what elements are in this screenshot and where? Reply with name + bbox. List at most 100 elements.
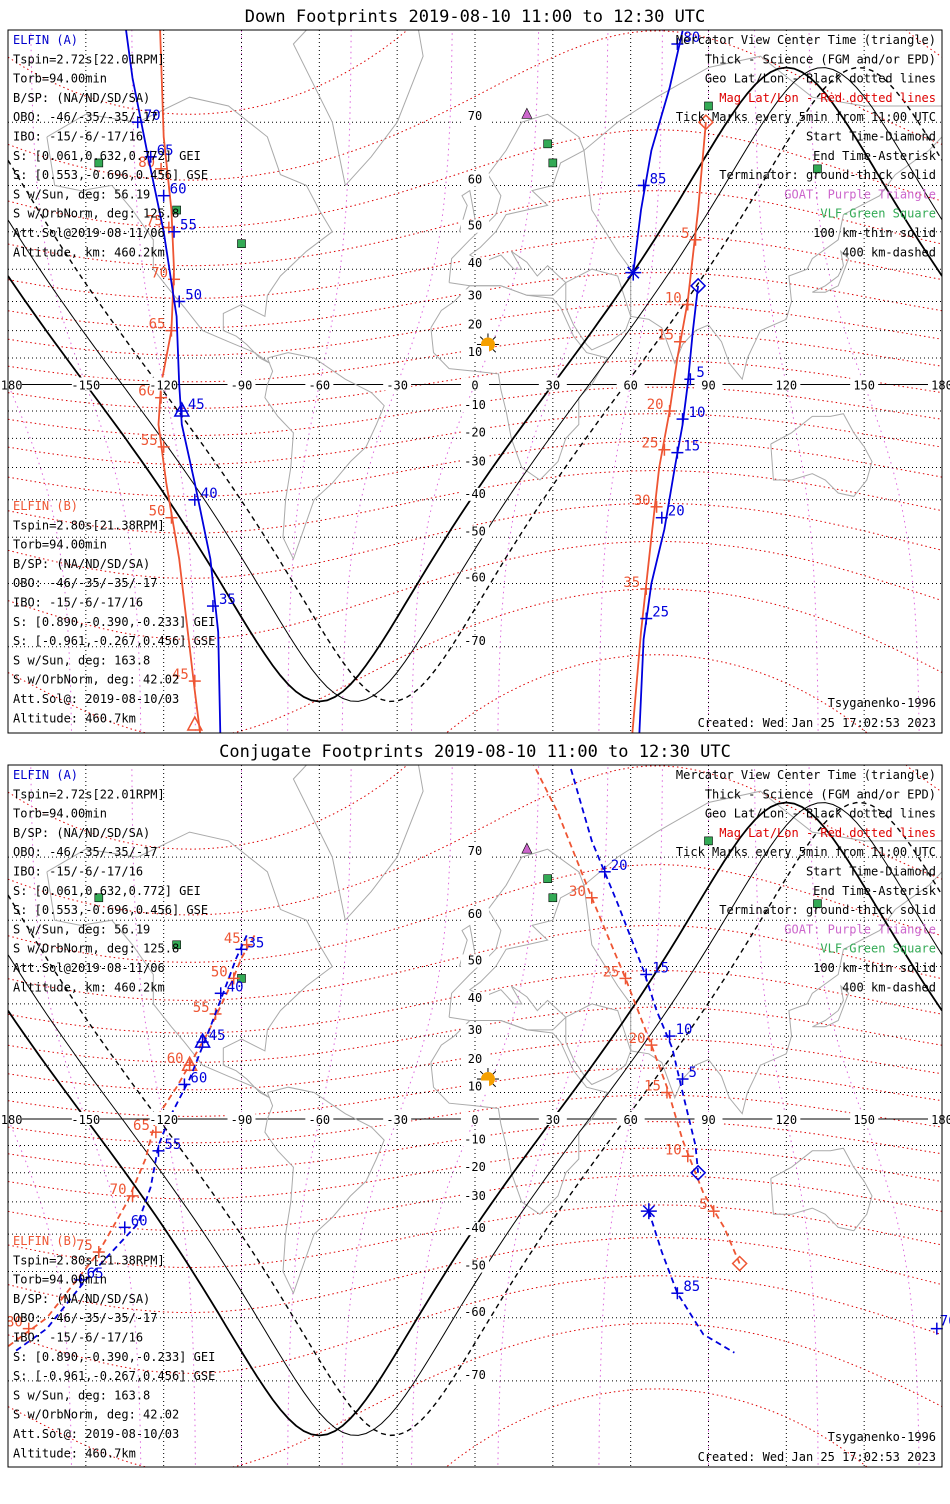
elfin-a-param: OBO: -46/-35/-35/-17 — [13, 110, 158, 124]
lat-tick-label: 30 — [468, 1023, 482, 1037]
tick-label-bg — [461, 1305, 489, 1319]
elfin-a-param: S: [0.061,0.632,0.772] GEI — [13, 884, 201, 898]
elfin-b-param: OBO: -46/-35/-35/-17 — [13, 576, 158, 590]
tick-label: 20 — [668, 504, 685, 520]
track-a — [632, 30, 684, 273]
lon-tick-label: 0 — [471, 379, 478, 393]
vlf-station-marker — [94, 893, 104, 903]
tick-label: 80 — [6, 1315, 23, 1331]
panel-frame — [7, 29, 943, 734]
tick-label-bg — [461, 487, 489, 501]
vlf-station-marker — [543, 139, 552, 149]
lon-tick-label: 120 — [775, 1113, 797, 1127]
start-time-diamond — [731, 1255, 748, 1272]
tick-label: 15 — [644, 1079, 661, 1095]
lat-tick-label: 50 — [468, 219, 482, 233]
legend-entry: VLF-Green Square — [820, 942, 936, 956]
legend-entry: GOAT: Purple Triangle — [784, 187, 936, 201]
tick-label-bg — [461, 173, 489, 187]
tick-label: 75 — [76, 1238, 93, 1254]
end-time-asterisk — [625, 264, 642, 281]
tick-label-bg — [461, 1368, 489, 1382]
tick-label-bg — [461, 1160, 489, 1174]
elfin-a-param: Altitude, km: 460.2km — [13, 980, 165, 994]
tick-label: 65 — [87, 1266, 104, 1282]
tick-label: 5 — [699, 1197, 707, 1213]
elfin-a-param: Att.Sol@2019-08-11/06 — [13, 226, 165, 240]
tick-label: 85 — [650, 171, 667, 187]
start-time-diamond — [690, 1164, 707, 1181]
tick-label-bg — [461, 571, 489, 585]
tick-label-bg — [538, 377, 567, 391]
tick-label: 15 — [683, 439, 700, 455]
elfin-a-param: OBO: -46/-35/-35/-17 — [13, 845, 158, 859]
panel-title: Down Footprints 2019-08-10 11:00 to 12:3… — [245, 7, 706, 27]
coastline — [448, 848, 585, 1031]
tick-label-bg — [461, 1133, 489, 1147]
lon-tick-label: 180 — [931, 1113, 950, 1127]
elfin-b-param: Altitude: 460.7km — [13, 711, 136, 725]
legend-entry: Tick Marks every 5min from 11:00 UTC — [676, 845, 936, 859]
elfin-b-param: Torb=94.00min — [13, 538, 107, 552]
tick-label-bg — [461, 1053, 489, 1067]
tick-label: 20 — [629, 1031, 646, 1047]
elfin-b-param: S: [-0.961,-0.267,0.456] GSE — [13, 634, 215, 648]
model-label: Tsyganenko-1996 — [828, 696, 936, 710]
lat-tick-label: 70 — [468, 844, 482, 858]
elfin-b-param: Altitude: 460.7km — [13, 1446, 136, 1460]
elfin-a-param: IBO: -15/-6/-17/16 — [13, 130, 143, 144]
elfin-a-param: Torb=94.00min — [13, 72, 107, 86]
lat-tick-label: 20 — [468, 1052, 482, 1066]
lon-tick-label: 60 — [623, 379, 637, 393]
tick-label: 70 — [940, 1314, 950, 1330]
tick-label: 5 — [689, 1065, 697, 1081]
tick-label-bg — [461, 634, 489, 648]
tick-label: 15 — [652, 960, 669, 976]
lat-tick-label: -30 — [464, 1189, 486, 1203]
lat-tick-label: -50 — [464, 1259, 486, 1273]
lon-tick-label: -120 — [149, 379, 178, 393]
coastline — [448, 113, 585, 296]
tick-label: 65 — [149, 317, 166, 333]
tick-label-bg — [461, 525, 489, 539]
model-label: Tsyganenko-1996 — [828, 1430, 936, 1444]
lon-tick-label: 180 — [931, 379, 950, 393]
lon-tick-label: -60 — [308, 379, 330, 393]
tick-label: 45 — [209, 1028, 226, 1044]
tick-label-bg — [227, 1112, 256, 1125]
panel-frame — [7, 764, 943, 1468]
lon-tick-label: -90 — [231, 379, 253, 393]
tick-label: 55 — [164, 1137, 181, 1153]
elfin-b-param: Att.Sol@: 2019-08-10/03 — [13, 1427, 179, 1441]
track-a — [12, 935, 248, 1354]
tick-label-bg — [461, 1112, 489, 1125]
coastline — [770, 413, 873, 497]
elfin-b-heading: ELFIN (B) — [13, 1234, 78, 1248]
tick-label: 10 — [665, 291, 682, 307]
tick-label: 35 — [219, 592, 236, 608]
lat-tick-label: 20 — [468, 318, 482, 332]
mag-lat-line — [8, 1322, 942, 1467]
legend-entry: Start Time-Diamond — [806, 865, 936, 879]
mag-lon-line — [754, 30, 819, 733]
elfin-b-param: B/SP: (NA/ND/SD/SA) — [13, 1292, 150, 1306]
elfin-b-param: S w/OrbNorm, deg: 42.02 — [13, 673, 179, 687]
tick-label-bg — [305, 1112, 334, 1125]
tick-label: 45 — [224, 931, 241, 947]
mag-lat-line — [8, 588, 942, 733]
tick-label-bg — [616, 1112, 645, 1125]
mag-lat-line — [445, 654, 868, 733]
asterisk-stroke — [642, 1204, 656, 1218]
elfin-b-param: S w/Sun, deg: 163.8 — [13, 653, 150, 667]
tick-label-bg — [928, 1112, 950, 1125]
elfin-b-heading: ELFIN (B) — [13, 499, 78, 513]
lat-tick-label: 10 — [468, 1080, 482, 1094]
tick-label: 5 — [681, 226, 689, 242]
tick-label-bg — [461, 399, 489, 413]
tick-label-bg — [305, 377, 334, 391]
tick-label-bg — [461, 377, 489, 391]
lat-tick-label: -60 — [464, 571, 486, 585]
tick-label: 60 — [190, 1070, 207, 1086]
lon-tick-label: 150 — [853, 379, 875, 393]
elfin-b-param: S: [-0.961,-0.267,0.456] GSE — [13, 1369, 215, 1383]
